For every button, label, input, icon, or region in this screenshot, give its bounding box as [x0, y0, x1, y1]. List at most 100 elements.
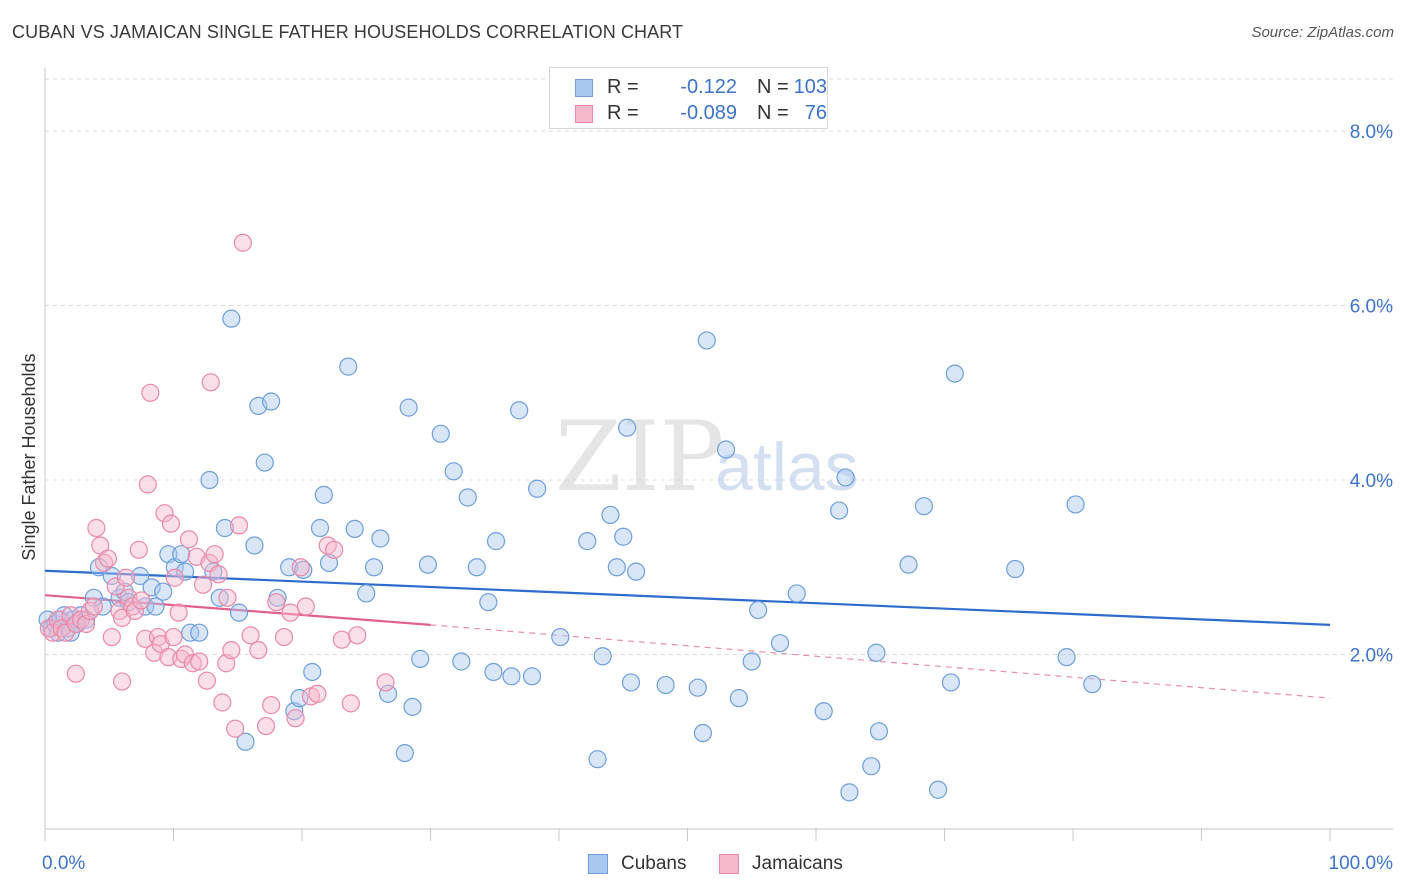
y-tick-label: 4.0% [1350, 471, 1393, 492]
cuban-point [742, 652, 761, 671]
cuban-point [229, 603, 249, 622]
cuban-point [431, 424, 450, 443]
jamaican-point [274, 627, 294, 647]
jamaicans-swatch [575, 105, 593, 123]
cuban-point [1057, 648, 1076, 667]
jamaican-point [87, 518, 106, 538]
jamaicans-swatch [719, 854, 739, 874]
watermark-atlas: atlas [715, 429, 859, 505]
cuban-point [395, 743, 414, 763]
cuban-point [614, 527, 633, 546]
cuban-point [945, 364, 964, 383]
cuban-point [190, 623, 209, 642]
jamaican-point [213, 693, 232, 712]
jamaican-point [256, 716, 276, 736]
cuban-point [444, 462, 463, 481]
cuban-point [1083, 675, 1102, 694]
jamaican-point [233, 233, 252, 252]
jamaican-point [66, 664, 85, 683]
legend-row-cubans: R = -0.122 N = 103 [575, 76, 827, 100]
y-tick-label: 6.0% [1350, 297, 1393, 318]
jamaican-point [169, 603, 188, 622]
cubans-trend-line [44, 569, 1331, 626]
jamaican-point [155, 504, 174, 523]
cuban-point [294, 560, 313, 579]
cuban-point [130, 566, 150, 586]
cuban-point [814, 702, 833, 721]
r-value: -0.089 [680, 102, 737, 124]
cuban-point [210, 588, 229, 607]
jamaican-point [332, 630, 351, 649]
cuban-point [399, 398, 418, 417]
cuban-point [528, 479, 547, 498]
jamaican-point [376, 673, 395, 692]
cuban-point [1006, 559, 1025, 579]
cuban-point [510, 401, 529, 420]
y-tick-label: 8.0% [1350, 122, 1393, 143]
jamaican-point [249, 641, 268, 660]
cuban-point [867, 643, 886, 662]
cuban-point [697, 331, 716, 350]
cuban-point [371, 529, 390, 548]
jamaican-point [341, 694, 360, 713]
correlation-legend: R = -0.122 N = 103 R = -0.089 N = 76 [549, 67, 828, 129]
cuban-point [601, 505, 620, 525]
chart-title: CUBAN VS JAMAICAN SINGLE FATHER HOUSEHOL… [12, 22, 684, 42]
cuban-point [693, 723, 713, 743]
cuban-point [303, 662, 322, 682]
cubans-swatch [588, 854, 608, 874]
jamaican-point [164, 627, 183, 647]
jamaican-point [84, 597, 103, 616]
jamaican-point [241, 626, 260, 645]
cuban-point [339, 357, 358, 376]
cuban-point [262, 392, 281, 411]
jamaican-point [98, 549, 118, 568]
y-tick-label: 2.0% [1350, 646, 1393, 667]
cuban-point [716, 440, 736, 459]
jamaican-point [267, 593, 286, 612]
cuban-point [522, 667, 542, 686]
cuban-point [618, 418, 637, 437]
jamaican-point [262, 696, 281, 715]
cuban-point [593, 647, 612, 666]
cuban-point [688, 678, 707, 697]
jamaican-point [148, 627, 168, 647]
cuban-point [502, 667, 521, 686]
jamaican-point [138, 475, 157, 494]
jamaican-point [129, 540, 148, 559]
cuban-point [236, 732, 255, 751]
jamaican-point [132, 591, 151, 610]
jamaicans-trend-extension [430, 624, 1331, 699]
cuban-point [452, 652, 471, 671]
jamaican-point [222, 641, 241, 660]
cuban-point [364, 558, 384, 577]
cuban-point [486, 532, 506, 551]
cuban-point [830, 501, 849, 520]
jamaican-point [193, 575, 213, 594]
cuban-point [588, 750, 607, 769]
cuban-point [607, 558, 626, 577]
r-value: -0.122 [680, 76, 737, 98]
r-label: R = [607, 102, 639, 124]
jamaican-point [325, 540, 344, 559]
jamaican-point [308, 684, 327, 703]
cuban-point [175, 562, 195, 581]
n-value: 76 [804, 102, 827, 124]
cuban-point [172, 545, 191, 564]
jamaican-point [102, 627, 121, 647]
cuban-point [245, 536, 264, 555]
cuban-point [621, 673, 641, 692]
source-label: Source: ZipAtlas.com [1251, 24, 1394, 41]
grid-lines [45, 78, 1393, 656]
cuban-point [290, 689, 309, 708]
cuban-point [222, 309, 241, 328]
cuban-point [215, 518, 234, 538]
cuban-point [418, 555, 438, 574]
cuban-point [578, 532, 597, 551]
cuban-point [729, 689, 749, 708]
cuban-point [255, 453, 274, 472]
jamaican-point [165, 568, 184, 587]
cuban-point [770, 634, 790, 653]
jamaican-point [197, 671, 217, 690]
